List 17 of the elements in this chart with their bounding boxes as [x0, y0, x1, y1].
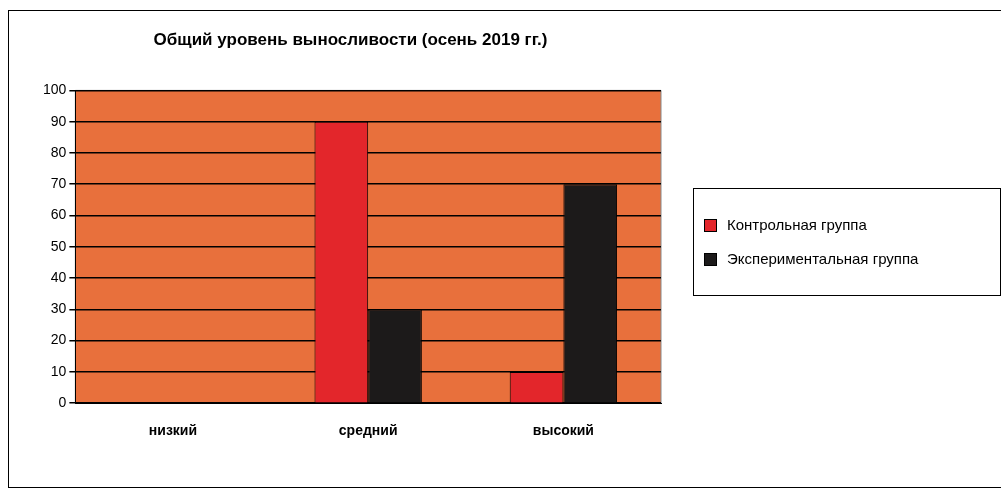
chart-title: Общий уровень выносливости (осень 2019 гг.): [153, 29, 548, 49]
legend-label: Контрольная группа: [727, 214, 867, 235]
legend-label: Экспериментальная группа: [727, 248, 919, 269]
y-tick-label: 10: [50, 362, 67, 379]
y-tick-label: 70: [50, 175, 67, 192]
y-tick-label: 0: [58, 394, 67, 411]
y-tick-label: 40: [50, 268, 67, 285]
y-tick-label: 80: [50, 143, 67, 160]
y-tick-label: 50: [50, 237, 67, 254]
x-tick-label: средний: [338, 422, 398, 439]
y-tick-label: 90: [50, 112, 67, 129]
x-tick-label: высокий: [532, 422, 594, 439]
y-tick-label: 100: [43, 81, 67, 98]
y-tick-label: 30: [50, 300, 67, 317]
x-tick-label: низкий: [148, 422, 198, 439]
y-tick-label: 60: [50, 206, 67, 223]
y-tick-label: 20: [50, 331, 67, 348]
